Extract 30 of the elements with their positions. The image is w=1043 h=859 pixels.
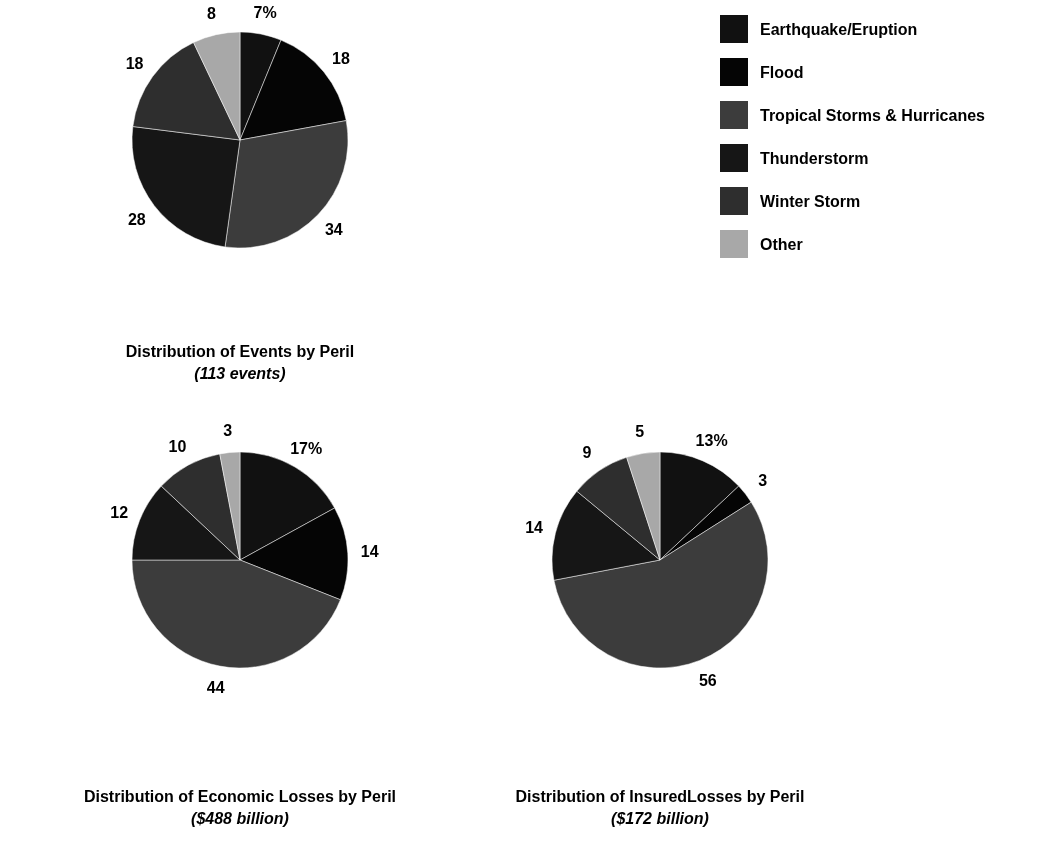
data-label: 7% (253, 3, 277, 21)
data-label: 13% (695, 432, 728, 450)
data-label: 12 (110, 503, 129, 521)
text: Distribution of InsuredLosses by Peril (515, 788, 805, 805)
data-label: 18 (125, 55, 144, 73)
legend-label: Thunderstorm (760, 149, 869, 167)
data-label: 28 (127, 210, 146, 228)
data-label: 8 (206, 4, 216, 22)
legend-label: Flood (760, 63, 804, 81)
legend-label: Other (760, 235, 803, 253)
data-label: 9 (582, 443, 592, 461)
data-label: 3 (223, 422, 233, 440)
data-label: 56 (698, 672, 717, 690)
legend-label: Tropical Storms & Hurricanes (760, 106, 986, 124)
data-label: 10 (168, 437, 187, 455)
data-label: 14 (525, 519, 544, 537)
data-label: 17% (290, 439, 323, 457)
legend-label: Earthquake/Eruption (760, 20, 918, 38)
data-label: 5 (635, 423, 645, 441)
data-label: 18 (332, 49, 350, 67)
text: (113 events) (194, 365, 286, 382)
legend-label: Winter Storm (760, 192, 861, 210)
data-label: 44 (206, 679, 225, 697)
text: Distribution of Economic Losses by Peril (83, 788, 397, 805)
data-label: 3 (758, 471, 768, 489)
text: ($172 billion) (611, 810, 709, 827)
data-label: 34 (324, 221, 343, 239)
data-label: 14 (360, 543, 379, 561)
text: Distribution of Events by Peril (125, 343, 355, 360)
text: ($488 billion) (191, 810, 289, 827)
